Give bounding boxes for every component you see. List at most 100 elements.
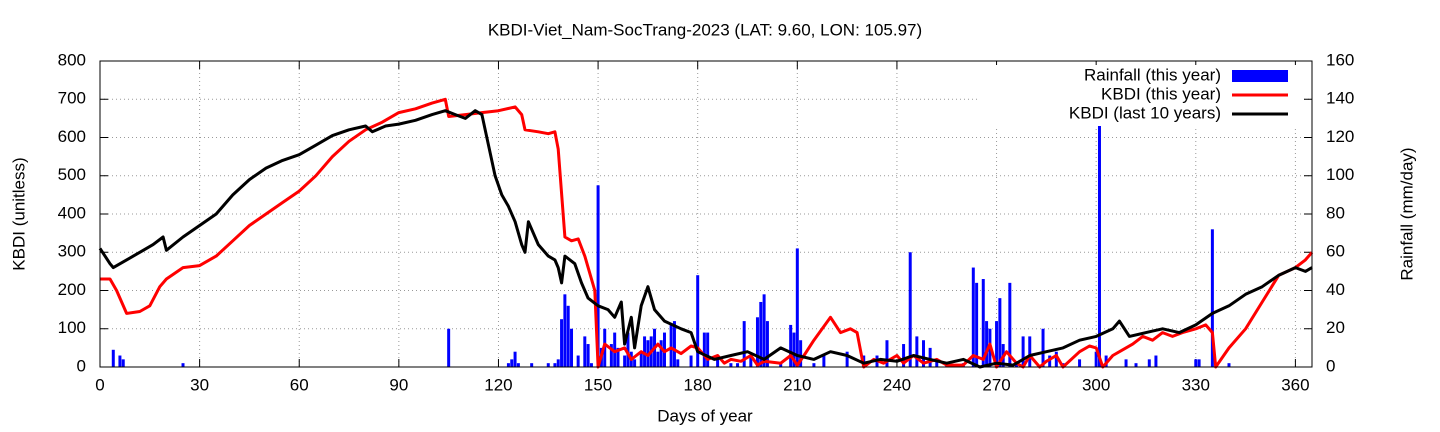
- rain-bar: [736, 363, 740, 367]
- x-tick-label: 0: [95, 375, 104, 394]
- rain-bar: [742, 321, 746, 367]
- y2-tick-label: 80: [1326, 203, 1345, 222]
- y2-tick-label: 120: [1326, 127, 1354, 146]
- y2-tick-label: 160: [1326, 50, 1354, 69]
- x-tick-label: 120: [484, 375, 512, 394]
- rain-bar: [506, 363, 510, 367]
- rain-bar: [586, 344, 590, 367]
- y2-tick-label: 0: [1326, 356, 1335, 375]
- rain-bar: [570, 328, 574, 367]
- rain-bar: [516, 363, 520, 367]
- rain-bar: [902, 344, 906, 367]
- rain-bar: [789, 324, 793, 367]
- rain-bar: [1227, 363, 1231, 367]
- rain-bar: [639, 351, 643, 367]
- y2-tick-label: 40: [1326, 280, 1345, 299]
- rain-bar: [633, 359, 637, 367]
- rain-bar: [845, 351, 849, 367]
- rain-bar: [553, 363, 557, 367]
- rain-bar: [616, 347, 620, 367]
- rain-bar: [596, 185, 600, 367]
- rain-bar: [985, 321, 989, 367]
- rain-bar: [181, 363, 185, 367]
- legend-label: KBDI (this year): [1101, 84, 1221, 103]
- rain-bar: [1134, 363, 1138, 367]
- rain-bar: [556, 359, 560, 367]
- x-tick-label: 90: [389, 375, 408, 394]
- rain-bar: [1021, 336, 1025, 367]
- rain-bar: [729, 363, 733, 367]
- y-axis-label: KBDI (unitless): [9, 157, 28, 270]
- x-tick-label: 60: [290, 375, 309, 394]
- rain-bar: [915, 336, 919, 367]
- x-tick-label: 30: [190, 375, 209, 394]
- rain-bar: [111, 349, 115, 367]
- rain-bar: [530, 363, 534, 367]
- x-tick-label: 360: [1281, 375, 1309, 394]
- legend-label: Rainfall (this year): [1084, 65, 1221, 84]
- y-tick-label: 500: [58, 165, 86, 184]
- rain-bar: [1147, 359, 1151, 367]
- rain-bar: [1097, 103, 1101, 367]
- rain-bar: [822, 355, 826, 367]
- rain-bar: [716, 355, 720, 367]
- plot-frame: [99, 60, 1313, 368]
- kbdi-line: [98, 109, 1313, 369]
- rain-bar: [583, 336, 587, 367]
- rain-bar: [755, 317, 759, 367]
- y-tick-label: 200: [58, 280, 86, 299]
- rain-bar: [1048, 355, 1052, 367]
- rain-bar: [706, 332, 710, 367]
- rain-bar: [795, 248, 799, 367]
- x-tick-label: 300: [1082, 375, 1110, 394]
- rain-bar: [928, 347, 932, 367]
- x-axis-label: Days of year: [657, 406, 753, 425]
- rain-bar: [981, 279, 985, 367]
- chart-title: KBDI-Viet_Nam-SocTrang-2023 (LAT: 9.60, …: [488, 20, 922, 39]
- rain-bar: [121, 359, 125, 367]
- y-tick-label: 800: [58, 50, 86, 69]
- rain-bar: [672, 321, 676, 367]
- rain-bar: [1078, 359, 1082, 367]
- rain-bar: [566, 305, 570, 367]
- y2-axis-label: Rainfall (mm/day): [1397, 147, 1416, 280]
- rain-bar: [560, 319, 564, 367]
- rain-bar: [762, 294, 766, 367]
- y2-tick-label: 60: [1326, 242, 1345, 261]
- rain-bar: [669, 324, 673, 367]
- rain-bar: [799, 340, 803, 367]
- x-tick-label: 270: [982, 375, 1010, 394]
- rain-bar: [759, 301, 763, 367]
- rain-bar: [447, 328, 451, 367]
- rain-bar: [563, 294, 567, 367]
- y2-tick-label: 100: [1326, 165, 1354, 184]
- rain-bar: [643, 336, 647, 367]
- y-tick-label: 600: [58, 127, 86, 146]
- rain-bar: [546, 363, 550, 367]
- rain-bar: [935, 359, 939, 367]
- rain-bar: [908, 252, 912, 367]
- rain-bar: [1028, 336, 1032, 367]
- kbdi-line: [100, 97, 1314, 369]
- rain-bar: [689, 355, 693, 367]
- rain-bar: [885, 340, 889, 367]
- rain-bar: [971, 267, 975, 367]
- rain-bar: [749, 355, 753, 367]
- rain-bar: [1197, 359, 1201, 367]
- rain-bar: [656, 351, 660, 367]
- rain-bar: [779, 363, 783, 367]
- rain-bar: [609, 344, 613, 367]
- y-tick-label: 100: [58, 318, 86, 337]
- rain-bar: [1094, 351, 1098, 367]
- rain-bar: [1124, 359, 1128, 367]
- rain-bar: [1154, 355, 1158, 367]
- rain-bar: [576, 355, 580, 367]
- rain-bar: [676, 359, 680, 367]
- rain-bar: [1210, 229, 1214, 367]
- legend-label: KBDI (last 10 years): [1069, 103, 1221, 122]
- rain-bar: [613, 332, 617, 367]
- rain-bar: [510, 359, 514, 367]
- rain-bar: [623, 355, 627, 367]
- x-tick-label: 180: [684, 375, 712, 394]
- x-tick-label: 330: [1182, 375, 1210, 394]
